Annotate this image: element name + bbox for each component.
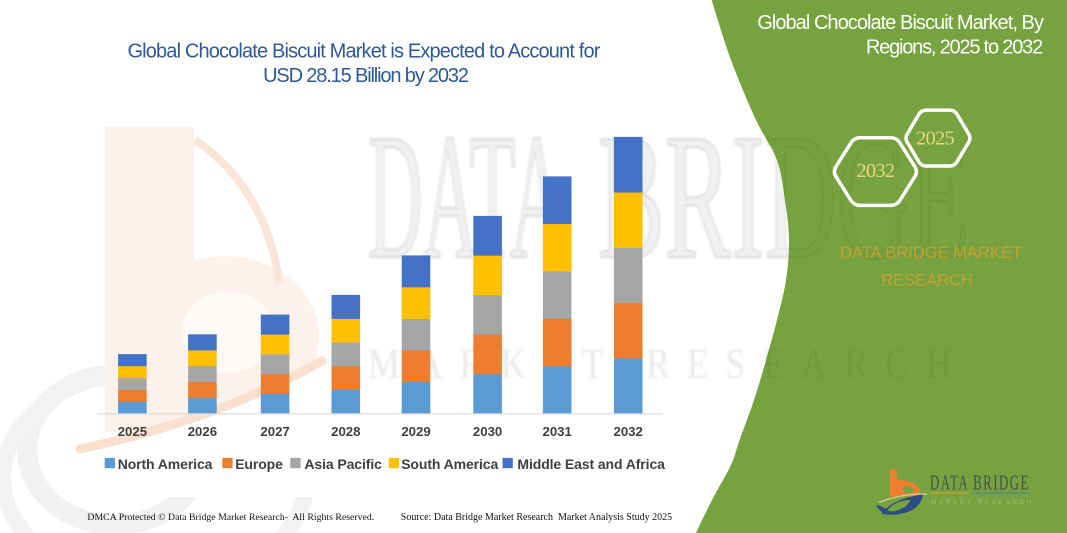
svg-text:DATA BRIDGE MARKET: DATA BRIDGE MARKET bbox=[840, 244, 1022, 262]
svg-text:Global Chocolate Biscuit Marke: Global Chocolate Biscuit Market, By bbox=[757, 12, 1044, 34]
svg-text:RESEARCH: RESEARCH bbox=[881, 272, 973, 290]
svg-text:Global Chocolate Biscuit Marke: Global Chocolate Biscuit Market is Expec… bbox=[127, 41, 600, 63]
svg-text:2032: 2032 bbox=[614, 424, 643, 439]
svg-text:2025: 2025 bbox=[118, 424, 147, 439]
svg-text:Asia Pacific: Asia Pacific bbox=[304, 456, 382, 472]
svg-text:DATA BRIDGE: DATA BRIDGE bbox=[930, 471, 1030, 494]
svg-text:2031: 2031 bbox=[543, 424, 572, 439]
svg-text:2032: 2032 bbox=[856, 160, 895, 182]
svg-text:2025: 2025 bbox=[916, 128, 955, 150]
svg-text:South America: South America bbox=[401, 456, 498, 472]
svg-text:DMCA Protected © Data Bridge M: DMCA Protected © Data Bridge Market Rese… bbox=[87, 512, 374, 523]
svg-text:DATA: DATA bbox=[368, 97, 565, 296]
svg-text:Europe: Europe bbox=[235, 456, 283, 472]
svg-text:Middle East and Africa: Middle East and Africa bbox=[517, 456, 665, 472]
svg-text:North America: North America bbox=[118, 456, 213, 472]
svg-text:USD 28.15 Billion by 2032: USD 28.15 Billion by 2032 bbox=[263, 65, 469, 87]
svg-text:Source: Data Bridge Market Res: Source: Data Bridge Market Research Mark… bbox=[401, 512, 672, 523]
svg-text:Regions, 2025 to 2032: Regions, 2025 to 2032 bbox=[866, 37, 1043, 59]
svg-text:2028: 2028 bbox=[331, 424, 360, 439]
svg-text:2030: 2030 bbox=[473, 424, 502, 439]
svg-text:2026: 2026 bbox=[188, 424, 217, 439]
svg-text:2029: 2029 bbox=[401, 424, 430, 439]
svg-text:MARKET RESEARCH: MARKET RESEARCH bbox=[931, 499, 1034, 506]
svg-text:2027: 2027 bbox=[260, 424, 289, 439]
